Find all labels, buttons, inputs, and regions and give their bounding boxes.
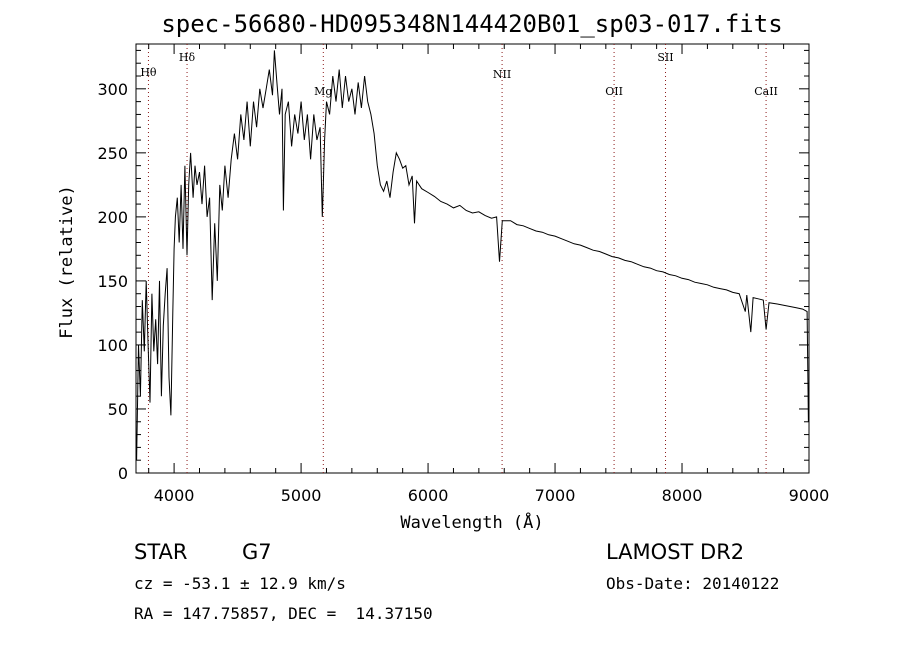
spectral-line-markers bbox=[147, 44, 767, 473]
y-tick-label: 150 bbox=[97, 272, 128, 291]
velocity-readout: cz = -53.1 ± 12.9 km/s bbox=[134, 574, 346, 593]
object-class: STAR bbox=[134, 540, 187, 564]
x-tick-label: 6000 bbox=[408, 486, 449, 505]
label-nii: NII bbox=[493, 68, 511, 81]
y-tick-label: 50 bbox=[108, 400, 128, 419]
spectrum-line bbox=[136, 50, 809, 461]
y-axis-ticks: 0 50 100 150 200 250 300 bbox=[97, 49, 809, 483]
spectral-line-labels: Hθ Hδ Mg NII OII SII CaII bbox=[140, 51, 778, 98]
x-axis-label: Wavelength (Å) bbox=[400, 511, 543, 533]
y-tick-label: 200 bbox=[97, 208, 128, 227]
plot-frame bbox=[135, 43, 810, 474]
obs-date: Obs-Date: 20140122 bbox=[606, 574, 779, 593]
label-mg: Mg bbox=[314, 85, 332, 98]
y-tick-label: 300 bbox=[97, 80, 128, 99]
x-tick-label: 7000 bbox=[535, 486, 576, 505]
label-hθ: Hθ bbox=[140, 66, 157, 79]
label-caii: CaII bbox=[754, 85, 778, 98]
spectral-subclass: G7 bbox=[242, 540, 272, 564]
y-tick-label: 100 bbox=[97, 336, 128, 355]
y-tick-label: 250 bbox=[97, 144, 128, 163]
plot-area: Hθ Hδ Mg NII OII SII CaII 4000 5000 6000 7000 8000… bbox=[97, 43, 830, 505]
x-tick-label: 4000 bbox=[154, 486, 195, 505]
y-axis-label: Flux (relative) bbox=[57, 185, 77, 339]
coordinates: RA = 147.75857, DEC = 14.37150 bbox=[134, 604, 433, 623]
chart-title: spec-56680-HD095348N144420B01_sp03-017.f… bbox=[161, 10, 782, 38]
info-panel: STAR G7 LAMOST DR2 cz = -53.1 ± 12.9 km/… bbox=[134, 540, 779, 623]
label-hδ: Hδ bbox=[179, 51, 196, 64]
x-axis-ticks: 4000 5000 6000 7000 8000 9000 bbox=[148, 44, 830, 505]
x-tick-label: 9000 bbox=[789, 486, 830, 505]
x-tick-label: 8000 bbox=[662, 486, 703, 505]
label-oii: OII bbox=[605, 85, 623, 98]
label-sii: SII bbox=[657, 51, 673, 64]
survey-name: LAMOST DR2 bbox=[606, 540, 744, 564]
y-tick-label: 0 bbox=[118, 464, 128, 483]
x-tick-label: 5000 bbox=[281, 486, 322, 505]
